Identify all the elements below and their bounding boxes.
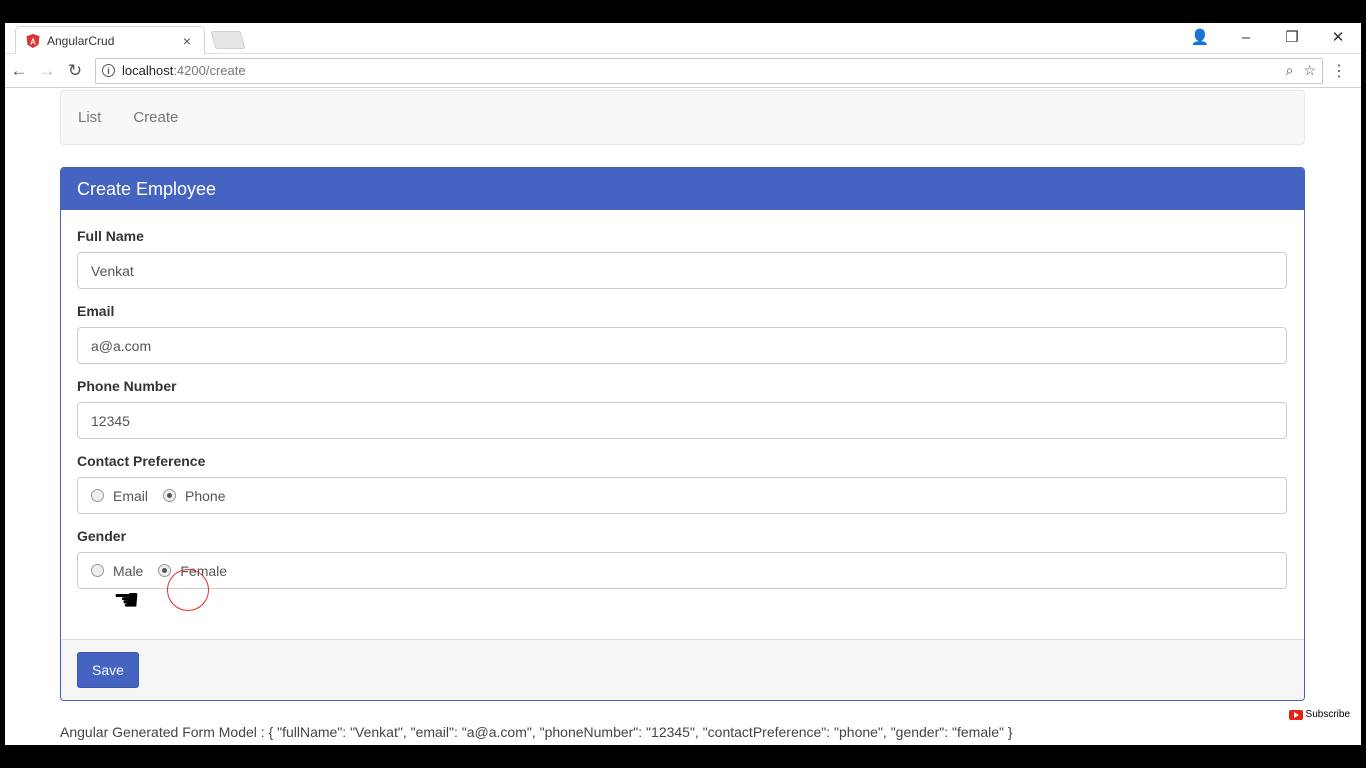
gender-group: Gender Male Female <box>77 528 1288 589</box>
svg-text:A: A <box>30 37 36 46</box>
contact-phone-radio[interactable] <box>163 489 177 502</box>
phone-label: Phone Number <box>77 378 177 394</box>
restore-icon[interactable]: ❐ <box>1285 29 1299 46</box>
email-label: Email <box>77 303 115 319</box>
top-navbar: List Create <box>60 90 1305 145</box>
full-name-input[interactable] <box>77 252 1287 289</box>
forward-icon[interactable]: → <box>38 60 56 80</box>
email-input[interactable] <box>77 327 1287 364</box>
browser-window: A AngularCrud × 👤 – ❐ ✕ ← → ↻ i localhos… <box>5 23 1361 745</box>
gender-male-option[interactable]: Male <box>91 563 143 579</box>
browser-tab[interactable]: A AngularCrud × <box>15 26 205 54</box>
window-controls: 👤 – ❐ ✕ <box>1177 23 1361 51</box>
gender-label: Gender <box>77 528 127 544</box>
zoom-icon[interactable]: ⌕ <box>1285 62 1294 78</box>
info-icon[interactable]: i <box>102 64 115 77</box>
url-path: :4200/create <box>173 63 246 78</box>
page-content: List Create Create Employee Full Name Em… <box>5 88 1361 745</box>
browser-toolbar: ← → ↻ i localhost :4200/create ⌕ ☆ ⋮ <box>5 54 1361 88</box>
full-name-group: Full Name <box>77 228 1288 289</box>
contact-email-radio[interactable] <box>91 489 104 502</box>
subscribe-badge[interactable]: Subscribe <box>1285 708 1353 721</box>
contact-phone-option[interactable]: Phone <box>163 487 226 504</box>
contact-email-option[interactable]: Email <box>91 488 148 504</box>
nav-link-create[interactable]: Create <box>133 109 179 126</box>
full-name-label: Full Name <box>77 228 144 244</box>
contact-preference-label: Contact Preference <box>77 453 206 469</box>
url-host: localhost <box>122 63 174 78</box>
gender-female-radio[interactable] <box>158 564 172 577</box>
nav-link-list[interactable]: List <box>78 109 102 126</box>
contact-preference-group: Contact Preference Email Phone <box>77 453 1288 514</box>
email-group: Email <box>77 303 1288 364</box>
address-bar[interactable]: i localhost :4200/create ⌕ ☆ <box>95 57 1323 84</box>
youtube-icon <box>1288 709 1303 720</box>
save-button[interactable]: Save <box>77 652 139 688</box>
subscribe-label: Subscribe <box>1305 709 1350 720</box>
gender-male-label: Male <box>113 562 144 579</box>
form-model-output: Angular Generated Form Model : { "fullNa… <box>60 724 1013 740</box>
form-body: Full Name Email Phone Number Contact Pre… <box>61 210 1304 589</box>
contact-phone-label: Phone <box>185 487 226 504</box>
panel-footer: Save <box>61 639 1304 700</box>
gender-male-radio[interactable] <box>91 564 104 577</box>
contact-email-label: Email <box>113 487 149 504</box>
tab-title: AngularCrud <box>47 33 115 48</box>
reload-icon[interactable]: ↻ <box>67 60 83 80</box>
phone-group: Phone Number <box>77 378 1288 439</box>
gender-female-label: Female <box>180 562 228 579</box>
back-icon[interactable]: ← <box>10 60 28 80</box>
panel-title: Create Employee <box>61 168 1304 210</box>
tab-bar: A AngularCrud × 👤 – ❐ ✕ <box>5 23 1361 54</box>
browser-menu-icon[interactable]: ⋮ <box>1331 62 1347 80</box>
close-icon[interactable]: ✕ <box>1331 29 1345 46</box>
account-icon[interactable]: 👤 <box>1190 29 1210 46</box>
bookmark-star-icon[interactable]: ☆ <box>1303 62 1316 78</box>
gender-female-option[interactable]: Female <box>158 563 227 579</box>
contact-preference-radios: Email Phone <box>77 477 1287 514</box>
angular-logo-icon: A <box>26 33 40 48</box>
create-employee-panel: Create Employee Full Name Email Phone Nu… <box>60 167 1305 701</box>
gender-radios: Male Female <box>77 552 1287 589</box>
phone-input[interactable] <box>77 402 1287 439</box>
tab-close-icon[interactable]: × <box>182 32 192 49</box>
minimize-icon[interactable]: – <box>1241 28 1251 46</box>
new-tab-button[interactable] <box>210 31 246 49</box>
